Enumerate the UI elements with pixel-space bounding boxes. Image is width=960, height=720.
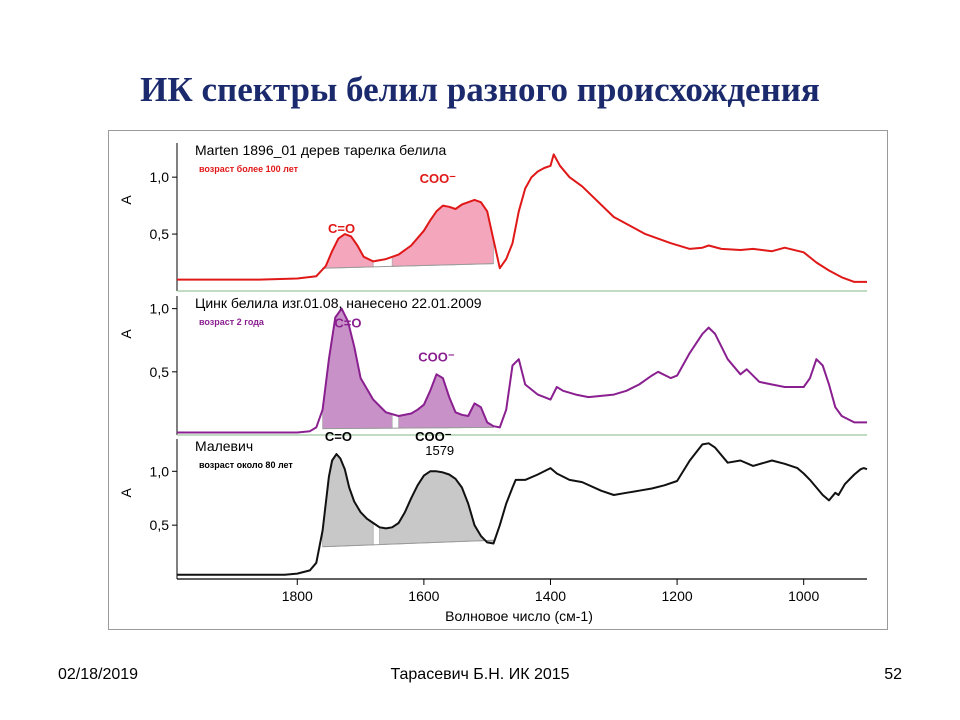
- x-axis-label: Волновое число (см-1): [445, 608, 593, 624]
- peak-annotation: C=O: [334, 316, 361, 331]
- peak-annotation: C=O: [325, 429, 352, 444]
- peak-annotation: C=O: [328, 221, 355, 236]
- ir-spectra-svg: 1,0 0,5 A Marten 1896_01 дерев тарелка бели…: [118, 142, 868, 624]
- peak-annotation: 1579: [425, 443, 454, 458]
- y-tick-label: 0,5: [150, 226, 170, 242]
- slide-title: ИК спектры белил разного происхождения: [140, 70, 820, 109]
- y-axis-label: A: [118, 488, 134, 498]
- peak-fill-area: [322, 233, 374, 271]
- y-tick-label: 1,0: [150, 301, 170, 317]
- peak-fill-area: [391, 200, 494, 267]
- x-tick-label: 1800: [282, 588, 313, 604]
- ir-spectra-chart: 1,0 0,5 A Marten 1896_01 дерев тарелка бели…: [108, 130, 888, 630]
- panel-title: Marten 1896_01 дерев тарелка белила: [195, 142, 446, 158]
- spectrum-line: [177, 442, 868, 576]
- y-tick-label: 1,0: [150, 169, 170, 185]
- peak-annotation: COO⁻: [418, 350, 455, 365]
- page-number: 52: [884, 666, 902, 683]
- y-axis-label: A: [118, 195, 134, 205]
- x-tick-label: 1200: [662, 588, 693, 604]
- y-tick-label: 0,5: [150, 517, 170, 533]
- peak-baseline: [322, 263, 494, 269]
- peak-annotation: COO⁻: [420, 171, 457, 186]
- peak-fill-area: [379, 470, 494, 545]
- panel-subtitle: возраст 2 года: [199, 317, 265, 327]
- panel-subtitle: возраст более 100 лет: [199, 164, 299, 174]
- y-tick-label: 1,0: [150, 463, 170, 479]
- panel-title: Цинк белила изг.01.08, нанесено 22.01.20…: [195, 295, 482, 311]
- y-axis-label: A: [118, 329, 134, 339]
- x-tick-label: 1600: [408, 588, 439, 604]
- peak-fill-area: [398, 373, 494, 429]
- panel-subtitle: возраст около 80 лет: [199, 460, 293, 470]
- peak-annotation: COO⁻: [415, 429, 452, 444]
- footer-author: Тарасевич Б.Н. ИК 2015: [390, 666, 570, 683]
- x-tick-label: 1400: [535, 588, 566, 604]
- spectrum-line: [177, 307, 867, 434]
- x-tick-label: 1000: [788, 588, 819, 604]
- peak-baseline: [322, 539, 494, 548]
- footer-date: 02/18/2019: [58, 666, 139, 683]
- y-tick-label: 0,5: [150, 364, 170, 380]
- peak-baseline: [322, 426, 494, 430]
- panel-title: Малевич: [195, 438, 253, 454]
- spectrum-line: [177, 153, 867, 283]
